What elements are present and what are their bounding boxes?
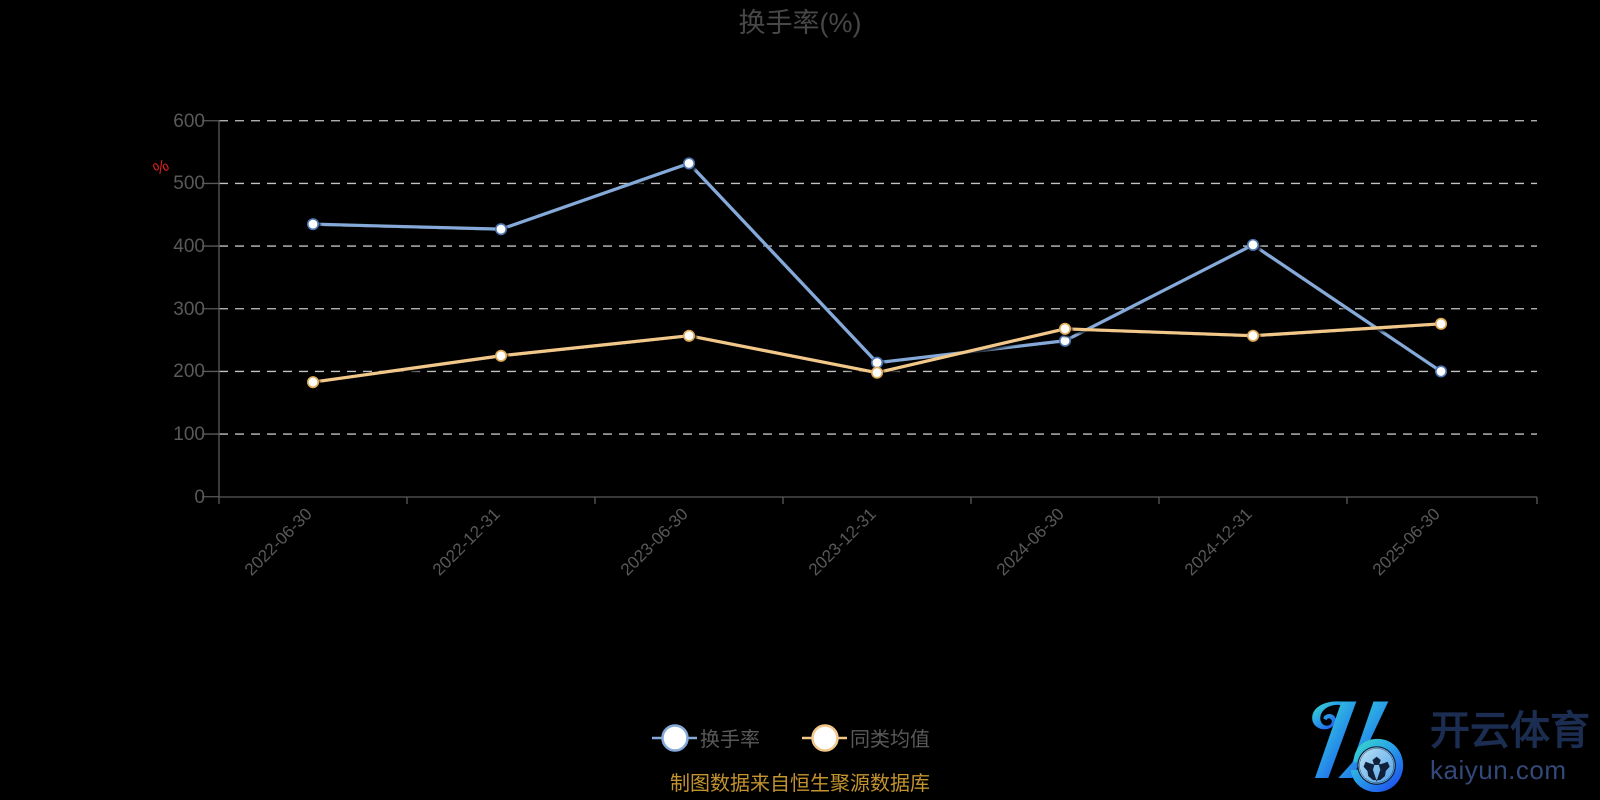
svg-text:500: 500: [173, 173, 205, 194]
svg-text:制图数据来自恒生聚源数据库: 制图数据来自恒生聚源数据库: [670, 772, 930, 795]
svg-text:400: 400: [173, 236, 205, 257]
svg-text:300: 300: [173, 299, 205, 320]
svg-text:0: 0: [194, 487, 205, 508]
svg-text:kaiyun.com: kaiyun.com: [1430, 755, 1567, 785]
svg-text:100: 100: [173, 424, 205, 445]
svg-text:换手率(%): 换手率(%): [739, 8, 862, 38]
svg-text:200: 200: [173, 361, 205, 382]
svg-text:600: 600: [173, 111, 205, 132]
svg-text:换手率: 换手率: [700, 728, 760, 751]
svg-text:开云体育: 开云体育: [1430, 709, 1590, 753]
svg-text:同类均值: 同类均值: [850, 728, 930, 751]
